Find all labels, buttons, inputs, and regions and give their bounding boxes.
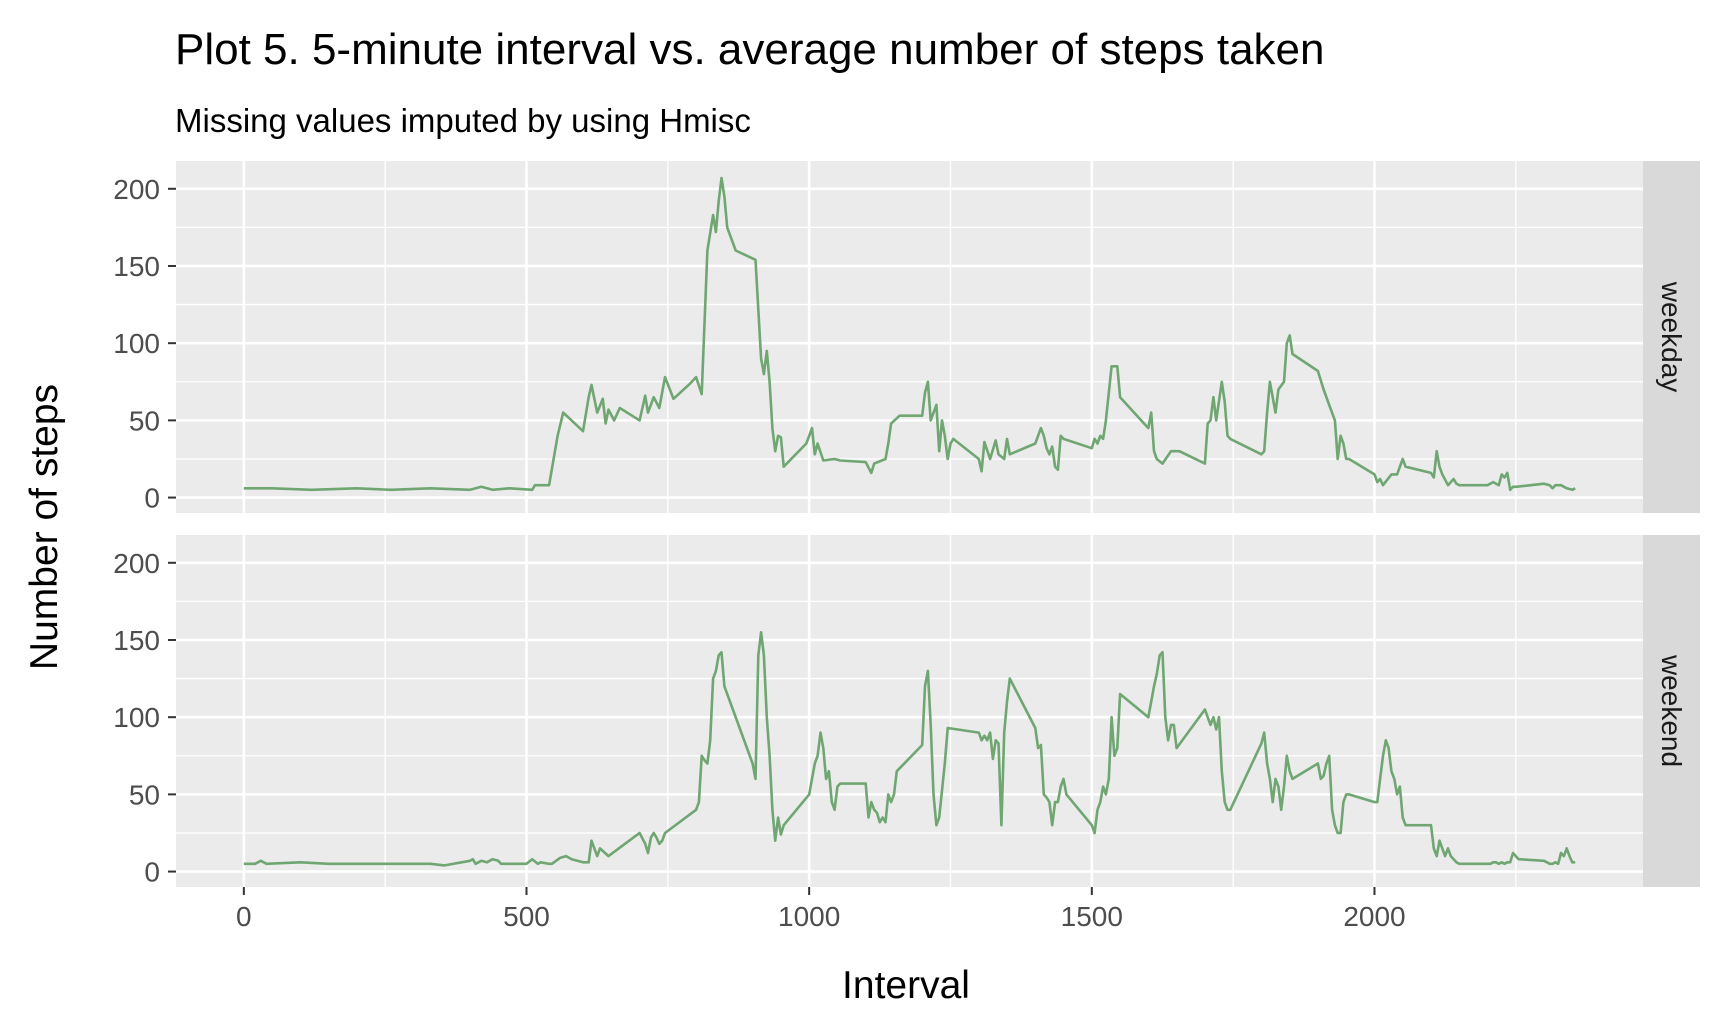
- series-line-weekday: [243, 176, 1576, 492]
- facet-strip-label: weekend: [1656, 654, 1687, 767]
- x-tick-label: 1500: [1061, 901, 1123, 932]
- y-tick-label: 200: [113, 174, 160, 205]
- facet-panel-weekday: 0 50 100 150 200 weekday: [113, 161, 1700, 514]
- panel-background: [176, 535, 1643, 887]
- x-tick-label: 0: [236, 901, 252, 932]
- y-tick-label: 0: [144, 857, 160, 888]
- y-tick-label: 100: [113, 328, 160, 359]
- facet-panel-weekend: 0 50 100 150 200 weekend: [113, 535, 1700, 888]
- series-line-weekend: [243, 631, 1576, 867]
- y-tick-label: 50: [129, 405, 160, 436]
- y-axis-title: Number of steps: [23, 384, 66, 670]
- x-tick-label: 2000: [1343, 901, 1405, 932]
- panel-background: [176, 161, 1643, 513]
- facet-strip: [1643, 161, 1700, 513]
- y-tick-label: 150: [113, 251, 160, 282]
- facet-strip: [1643, 535, 1700, 887]
- y-tick-label: 150: [113, 625, 160, 656]
- y-tick-label: 50: [129, 779, 160, 810]
- y-tick-label: 0: [144, 483, 160, 514]
- chart-title: Plot 5. 5-minute interval vs. average nu…: [175, 25, 1324, 74]
- x-tick-label: 500: [503, 901, 550, 932]
- chart-subtitle: Missing values imputed by using Hmisc: [175, 102, 751, 139]
- x-tick-label: 1000: [778, 901, 840, 932]
- facet-strip-label: weekday: [1656, 281, 1687, 393]
- plot-area: 0 50 100 150 200 weekday 0 50 100 150 200 weekend 0 5…: [113, 161, 1700, 932]
- x-axis-title: Interval: [842, 964, 970, 1007]
- y-tick-label: 200: [113, 548, 160, 579]
- y-tick-label: 100: [113, 702, 160, 733]
